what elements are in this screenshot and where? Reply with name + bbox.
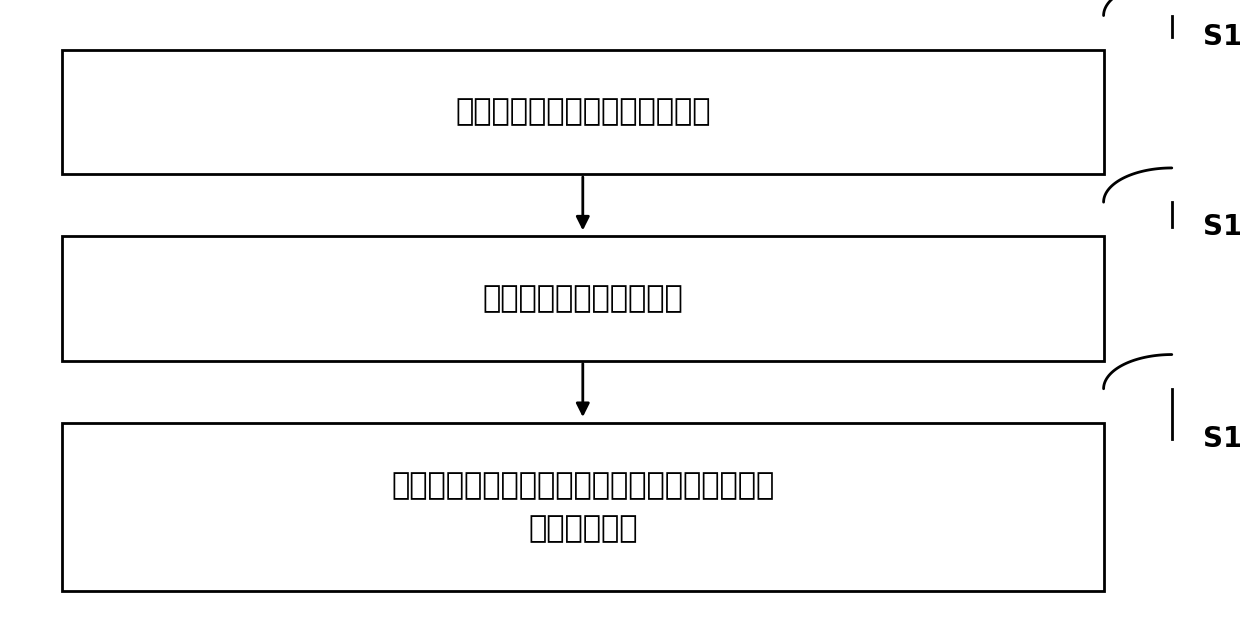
Bar — [62, 423, 1104, 591]
Text: 根据目标通气流量和当前出气流量变化值调整混
合腔的进气量: 根据目标通气流量和当前出气流量变化值调整混 合腔的进气量 — [391, 471, 775, 543]
Text: 获取所述混合腔的目标通气流量: 获取所述混合腔的目标通气流量 — [455, 98, 711, 126]
Text: 获取当前出气流量变化值: 获取当前出气流量变化值 — [482, 284, 683, 313]
Text: S103: S103 — [1203, 424, 1240, 453]
Bar — [62, 50, 1104, 174]
Bar — [62, 236, 1104, 361]
Text: S101: S101 — [1203, 23, 1240, 52]
Text: S102: S102 — [1203, 213, 1240, 241]
